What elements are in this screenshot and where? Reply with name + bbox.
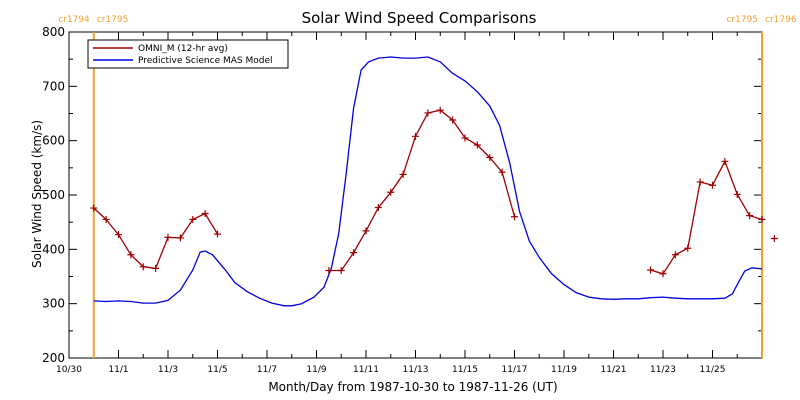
x-tick-label: 10/30 [56, 365, 82, 375]
y-tick-label: 800 [42, 25, 65, 39]
data-point-omni [374, 203, 382, 211]
data-point-omni [127, 251, 135, 259]
data-point-omni [424, 109, 432, 117]
data-point-omni [176, 234, 184, 242]
data-point-omni [387, 188, 395, 196]
x-tick-label: 11/17 [502, 365, 528, 375]
x-tick-label: 11/1 [108, 365, 128, 375]
plot-area: 200 300 400 500 600 700 800 10/30 11/1 11/3 11/5 11… [42, 15, 797, 375]
x-tick-label: 11/21 [601, 365, 627, 375]
x-tick-label: 11/7 [257, 365, 277, 375]
y-tick-label: 400 [42, 242, 65, 256]
data-point-omni [164, 233, 172, 241]
data-point-omni [684, 244, 692, 252]
data-point-omni [498, 168, 506, 176]
data-point-omni [671, 251, 679, 259]
series-line-mas-model [93, 56, 762, 307]
data-point-omni [214, 230, 221, 238]
data-point-omni [449, 116, 457, 124]
data-point-omni [647, 266, 655, 274]
data-point-omni [758, 215, 766, 223]
carrington-label-right: cr1796 [765, 15, 797, 25]
data-point-omni [709, 181, 716, 189]
carrington-label-left: cr1794 [58, 15, 90, 25]
legend-label-omni: OMNI_M (12-hr avg) [138, 44, 228, 54]
data-point-omni [399, 170, 407, 178]
series-line-omni [328, 109, 516, 272]
data-point-omni [350, 249, 358, 257]
x-tick-label: 11/13 [403, 365, 429, 375]
data-point-omni [102, 215, 110, 223]
data-point-omni [770, 234, 778, 242]
x-tick-label: 11/11 [353, 365, 379, 375]
x-tick-label: 11/9 [306, 365, 326, 375]
carrington-label-left: cr1795 [726, 15, 758, 25]
legend-box [87, 39, 289, 69]
x-tick-label: 11/15 [452, 365, 478, 375]
data-point-omni [90, 204, 98, 212]
data-point-omni [746, 212, 754, 220]
data-point-omni [659, 270, 667, 278]
y-tick-label: 500 [42, 188, 65, 202]
data-point-omni [733, 190, 741, 198]
data-point-omni [486, 154, 494, 162]
y-tick-label: 300 [42, 297, 65, 311]
carrington-label-right: cr1795 [97, 15, 129, 25]
x-tick-label: 11/23 [650, 365, 676, 375]
x-tick-label: 11/3 [158, 365, 178, 375]
data-point-omni [189, 215, 197, 223]
x-tick-label: 11/19 [551, 365, 577, 375]
data-point-omni [139, 263, 147, 271]
y-axis-label: Solar Wind Speed (km/s) [30, 120, 44, 268]
data-point-omni [721, 157, 729, 165]
data-point-omni [511, 213, 518, 221]
data-point-omni [325, 267, 333, 275]
y-tick-label: 700 [42, 79, 65, 93]
data-point-omni [115, 231, 122, 239]
chart-title: Solar Wind Speed Comparisons [302, 9, 537, 27]
data-point-omni [362, 227, 370, 235]
data-point-omni [473, 141, 481, 149]
y-tick-label: 200 [42, 351, 65, 365]
y-tick-label: 600 [42, 134, 65, 148]
data-point-omni [461, 134, 469, 142]
data-point-omni [201, 209, 209, 217]
data-point-omni [337, 267, 345, 275]
legend-label-mas-model: Predictive Science MAS Model [138, 56, 273, 66]
data-point-omni [152, 264, 160, 272]
x-tick-label: 11/5 [207, 365, 227, 375]
x-tick-label: 11/25 [700, 365, 726, 375]
x-axis-label: Month/Day from 1987-10-30 to 1987-11-26 … [268, 380, 557, 394]
data-point-omni [436, 106, 444, 114]
data-point-omni [696, 178, 704, 186]
data-point-omni [412, 132, 419, 140]
